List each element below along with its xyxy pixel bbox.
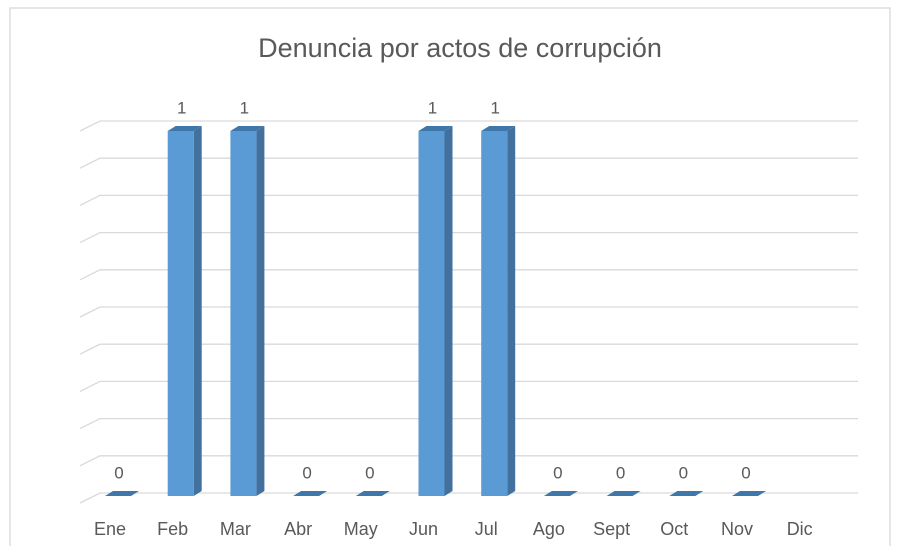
bar-side [444, 126, 453, 496]
data-label: 1 [490, 98, 499, 117]
x-tick-label: Sept [593, 519, 630, 539]
bar-side [507, 126, 516, 496]
bar [543, 491, 578, 496]
grid-line [79, 269, 858, 281]
chart-title: Denuncia por actos de corrupción [258, 33, 662, 63]
x-tick-label: Ago [533, 519, 565, 539]
bar-top [355, 491, 390, 496]
grid-line [79, 120, 858, 132]
bar-top [481, 126, 516, 131]
x-tick-label: Oct [660, 519, 688, 539]
grid-line [79, 343, 858, 355]
grid-line [79, 306, 858, 318]
grid-line [79, 492, 858, 504]
data-label: 0 [741, 463, 750, 482]
grid-line [79, 157, 858, 169]
bar [293, 491, 328, 496]
bar-top [669, 491, 704, 496]
grid-line [79, 231, 858, 244]
x-tick-label: Ene [94, 519, 126, 539]
bar-top [230, 126, 265, 131]
bar [355, 491, 390, 496]
bar-top [418, 126, 453, 131]
x-tick-label: Abr [284, 519, 312, 539]
grid-line [79, 455, 858, 467]
bar [606, 491, 641, 496]
bar-top [293, 491, 328, 496]
data-label: 1 [177, 98, 186, 117]
data-label: 1 [428, 98, 437, 117]
bar [167, 126, 202, 496]
bar-front [167, 131, 194, 496]
bar-side [193, 126, 202, 496]
data-label: 0 [679, 463, 688, 482]
bar [732, 491, 766, 496]
bar [669, 491, 704, 496]
x-tick-label: Nov [721, 519, 753, 539]
data-label: 0 [553, 463, 562, 482]
bar-front [418, 131, 445, 496]
grid-line [79, 380, 858, 392]
bar-top [732, 491, 766, 496]
x-tick-label: Jul [475, 519, 498, 539]
x-tick-label: Jun [409, 519, 438, 539]
x-tick-label: May [344, 519, 378, 539]
bar-top [606, 491, 641, 496]
bar [481, 126, 516, 496]
bar-top [167, 126, 202, 131]
grid-line [79, 194, 858, 206]
data-label: 0 [302, 463, 311, 482]
bar-side [256, 126, 265, 496]
data-label: 0 [365, 463, 374, 482]
x-tick-label: Dic [787, 519, 813, 539]
bar [230, 126, 265, 496]
x-tick-label: Mar [220, 519, 251, 539]
x-tick-label: Feb [157, 519, 188, 539]
data-label: 0 [616, 463, 625, 482]
bar-top [105, 491, 139, 496]
bar-front [481, 131, 508, 496]
bar-top [543, 491, 578, 496]
bar [418, 126, 453, 496]
bar-front [230, 131, 257, 496]
data-label: 1 [240, 98, 249, 117]
data-label: 0 [114, 463, 123, 482]
bar [105, 491, 139, 496]
grid-line [79, 417, 858, 430]
